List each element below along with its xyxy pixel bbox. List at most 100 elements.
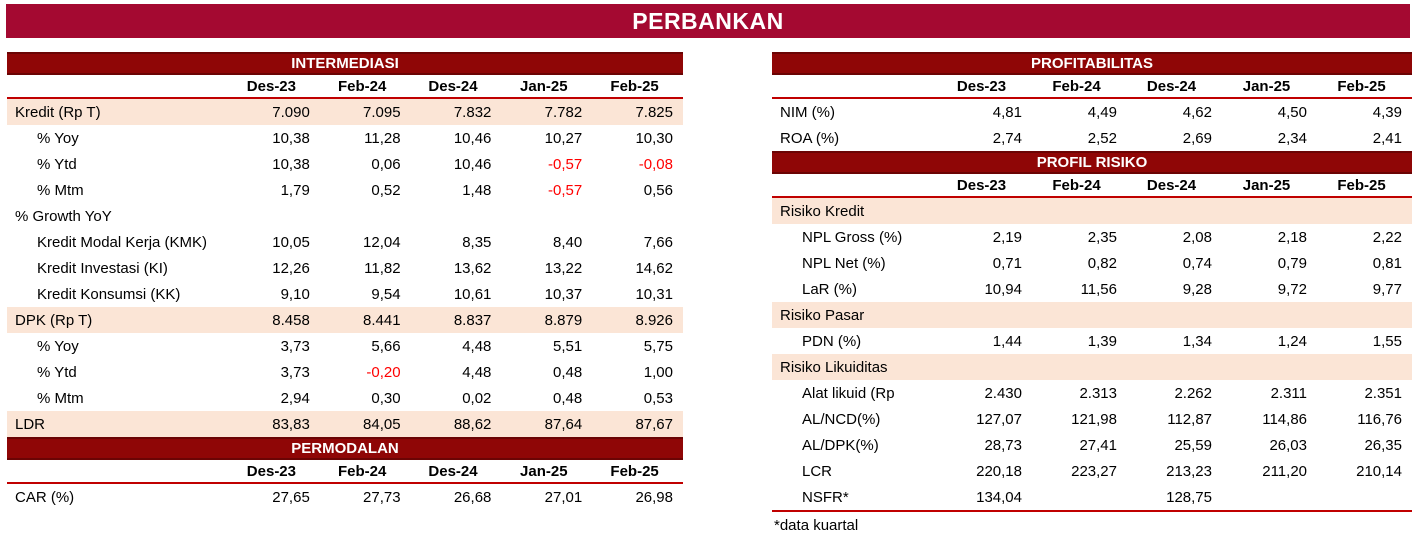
cell-value: 4,50: [1277, 103, 1307, 121]
row-label: % Ytd: [37, 363, 77, 381]
cell-value: 26,03: [1269, 436, 1307, 454]
column-header: Des-24: [428, 77, 478, 95]
cell-value: 10,05: [272, 233, 310, 251]
intermediasi-column-header-row: Des-23 Feb-24 Des-24 Jan-25 Feb-25: [7, 75, 683, 99]
cell-value: 27,41: [1079, 436, 1117, 454]
cell-value: 121,98: [1071, 410, 1117, 428]
cell-value: 0,06: [371, 155, 401, 173]
row-label: NPL Net (%): [802, 254, 886, 272]
cell-value: 0,52: [371, 181, 401, 199]
cell-value: 8,40: [552, 233, 583, 251]
cell-value: 9,54: [371, 285, 401, 303]
table-row: Risiko Pasar: [772, 302, 1412, 328]
column-header: Feb-24: [338, 462, 387, 480]
row-label: LCR: [802, 462, 833, 480]
row-label: NPL Gross (%): [802, 228, 903, 246]
column-header: Feb-25: [1337, 77, 1386, 95]
table-row: LaR (%) 10,94 11,56 9,28 9,72 9,77: [772, 276, 1412, 302]
row-label: Risiko Kredit: [780, 202, 865, 220]
cell-value: 0,79: [1277, 254, 1307, 272]
cell-value: 25,59: [1174, 436, 1212, 454]
cell-value: 1,24: [1277, 332, 1307, 350]
cell-value: 13,22: [544, 259, 583, 277]
table-row: NSFR* 134,04 128,75: [772, 484, 1412, 510]
cell-value: 7,66: [643, 233, 673, 251]
row-label: Kredit Investasi (KI): [37, 259, 168, 277]
cell-value: 9,10: [280, 285, 310, 303]
cell-value: 5,66: [371, 337, 401, 355]
cell-value: 0,48: [552, 363, 583, 381]
cell-value: 213,23: [1166, 462, 1212, 480]
permodalan-table: CAR (%) 27,65 27,73 26,68 27,01 26,98: [7, 484, 683, 510]
cell-value: 8.926: [635, 311, 673, 329]
column-header: Des-24: [1146, 176, 1197, 194]
cell-value: -0,57: [547, 155, 583, 173]
cell-value: 211,20: [1262, 462, 1307, 480]
cell-value: -0,57: [547, 181, 583, 199]
table-row: DPK (Rp T) 8.458 8.441 8.837 8.879 8.926: [7, 307, 683, 333]
cell-value: 116,76: [1357, 410, 1402, 428]
profitabilitas-column-header-row: Des-23 Feb-24 Des-24 Jan-25 Feb-25: [772, 75, 1412, 99]
cell-value: -0,08: [638, 155, 673, 173]
column-header: Des-23: [956, 77, 1007, 95]
table-row: AL/NCD(%) 127,07 121,98 112,87 114,86 116,76: [772, 406, 1412, 432]
cell-value: 2,34: [1277, 129, 1307, 147]
row-label: % Mtm: [37, 389, 84, 407]
cell-value: 128,75: [1166, 488, 1212, 506]
cell-value: 9,72: [1277, 280, 1307, 298]
cell-value: 87,67: [635, 415, 673, 433]
table-row: % Yoy 10,38 11,28 10,46 10,27 10,30: [7, 125, 683, 151]
column-header: Feb-25: [610, 77, 659, 95]
cell-value: 5,51: [552, 337, 583, 355]
row-label: AL/NCD(%): [802, 410, 881, 428]
cell-value: 0,53: [643, 389, 673, 407]
column-header: Des-23: [246, 462, 296, 480]
cell-value: 7.782: [544, 103, 583, 121]
cell-value: 7.095: [363, 103, 401, 121]
cell-value: 7.090: [272, 103, 310, 121]
column-header: Jan-25: [520, 77, 568, 95]
column-header: Des-24: [1146, 77, 1197, 95]
cell-value: 10,94: [984, 280, 1022, 298]
cell-value: 88,62: [453, 415, 492, 433]
table-row: Risiko Likuiditas: [772, 354, 1412, 380]
cell-value: 26,35: [1364, 436, 1402, 454]
cell-value: 1,34: [1182, 332, 1212, 350]
cell-value: 10,38: [272, 155, 310, 173]
row-label: LaR (%): [802, 280, 858, 298]
row-label: % Growth YoY: [15, 207, 112, 225]
cell-value: 10,61: [453, 285, 492, 303]
cell-value: 1,55: [1372, 332, 1402, 350]
cell-value: 10,37: [544, 285, 583, 303]
cell-value: 26,68: [453, 488, 492, 506]
table-row: Kredit (Rp T) 7.090 7.095 7.832 7.782 7.825: [7, 99, 683, 125]
row-label: Kredit (Rp T): [15, 103, 101, 121]
table-row: Kredit Konsumsi (KK) 9,10 9,54 10,61 10,37 10…: [7, 281, 683, 307]
table-row: LDR 83,83 84,05 88,62 87,64 87,67: [7, 411, 683, 437]
table-row: % Growth YoY: [7, 203, 683, 229]
cell-value: 87,64: [544, 415, 583, 433]
profitabilitas-table: NIM (%) 4,81 4,49 4,62 4,50 4,39 ROA (%) 2,74 2,…: [772, 99, 1412, 151]
cell-value: 0,56: [643, 181, 673, 199]
cell-value: 9,28: [1182, 280, 1212, 298]
cell-value: 11,56: [1080, 280, 1117, 298]
cell-value: 2.262: [1174, 384, 1212, 402]
right-panel: PROFITABILITAS Des-23 Feb-24 Des-24 Jan-25 F…: [772, 52, 1412, 538]
table-row: % Ytd 10,38 0,06 10,46 -0,57 -0,08: [7, 151, 683, 177]
table-row: NPL Gross (%) 2,19 2,35 2,08 2,18 2,22: [772, 224, 1412, 250]
cell-value: 10,38: [272, 129, 310, 147]
cell-value: 4,48: [462, 337, 492, 355]
row-label: DPK (Rp T): [15, 311, 93, 329]
cell-value: 4,81: [992, 103, 1022, 121]
table-row: % Mtm 2,94 0,30 0,02 0,48 0,53: [7, 385, 683, 411]
cell-value: 114,86: [1262, 410, 1307, 428]
row-label: NSFR*: [802, 488, 849, 506]
table-row: % Yoy 3,73 5,66 4,48 5,51 5,75: [7, 333, 683, 359]
row-label: Risiko Pasar: [780, 306, 865, 324]
cell-value: 11,82: [364, 259, 401, 277]
cell-value: 2,69: [1182, 129, 1212, 147]
cell-value: 7.825: [635, 103, 673, 121]
cell-value: 4,62: [1182, 103, 1212, 121]
profil-risiko-table: Risiko Kredit NPL Gross (%) 2,19 2,35 2,08 2,…: [772, 198, 1412, 512]
table-row: Risiko Kredit: [772, 198, 1412, 224]
